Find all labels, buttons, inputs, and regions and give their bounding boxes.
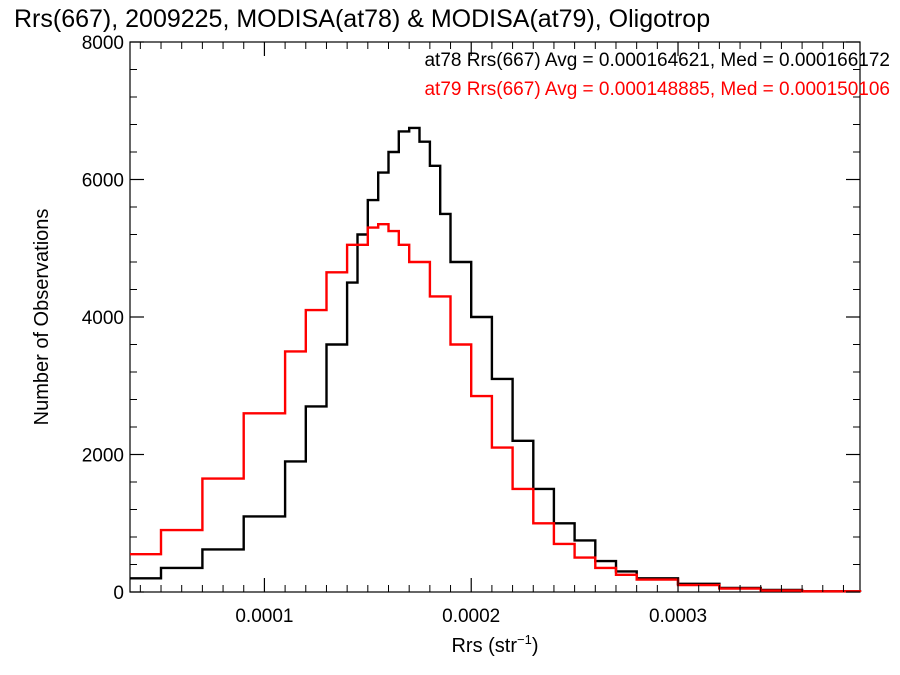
chart-title: Rrs(667), 2009225, MODISA(at78) & MODISA…: [14, 5, 710, 33]
y-tick-label: 0: [113, 583, 124, 604]
y-tick-label: 2000: [82, 446, 124, 467]
x-axis-label-close: ): [532, 635, 539, 657]
legend-entry-at78: at78 Rrs(667) Avg = 0.000164621, Med = 0…: [424, 50, 890, 71]
plot-frame: [129, 41, 861, 593]
x-tick-label: 0.0001: [235, 606, 293, 627]
y-tick-label: 4000: [82, 308, 124, 329]
plot-area: 0 2000 4000 6000 8000 0.0001 0.0002 0.0003: [82, 33, 862, 627]
y-tick-label: 6000: [82, 171, 124, 192]
x-tick-label: 0.0002: [442, 606, 500, 627]
series-line-at78: [130, 126, 862, 593]
y-axis-label: Number of Observations: [31, 209, 53, 426]
x-axis-label-sup: −1: [517, 632, 532, 647]
ticks-layer: 0 2000 4000 6000 8000 0.0001 0.0002 0.0003: [82, 33, 860, 627]
x-axis-label: Rrs (str−1): [451, 632, 538, 657]
legend: at78 Rrs(667) Avg = 0.000164621, Med = 0…: [424, 50, 890, 100]
legend-entry-at79: at79 Rrs(667) Avg = 0.000148885, Med = 0…: [424, 79, 890, 100]
series-line-at79: [130, 223, 862, 593]
x-axis-label-main: Rrs (str: [451, 635, 517, 657]
series-layer: [130, 126, 862, 593]
x-tick-label: 0.0003: [649, 606, 707, 627]
y-tick-label: 8000: [82, 33, 124, 54]
